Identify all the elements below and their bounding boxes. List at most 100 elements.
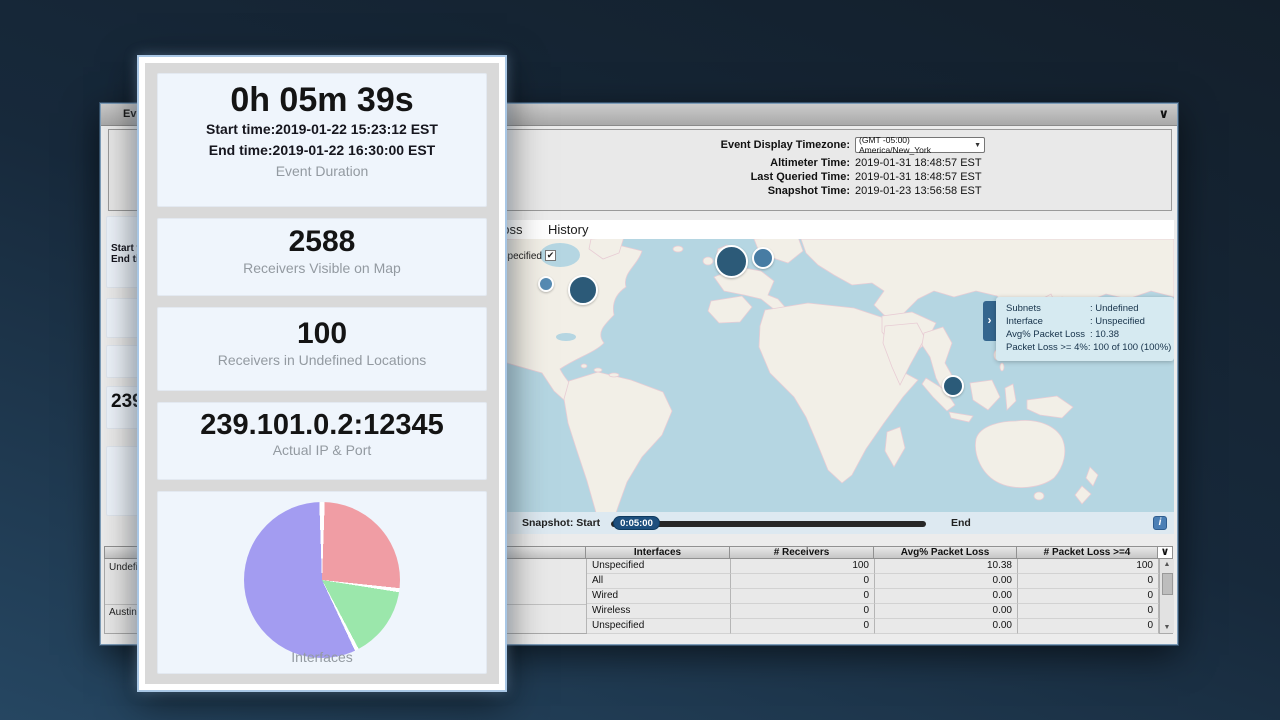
cell-pl4: 100 [1018, 559, 1159, 574]
header-receivers[interactable]: # Receivers [730, 546, 874, 559]
cell-avg-loss: 0.00 [875, 619, 1018, 634]
tooltip-row: Packet Loss >= 4% : 100 of 100 (100%) [1006, 342, 1171, 355]
cell-pl4: 0 [1018, 574, 1159, 589]
undefined-locations-card: 100 Receivers in Undefined Locations [157, 307, 487, 391]
scroll-up-icon[interactable]: ▲ [1163, 561, 1171, 568]
info-button[interactable]: i [1153, 516, 1167, 530]
caspian-sea [843, 290, 853, 304]
receiver-dot-singapore[interactable] [942, 375, 964, 397]
landmass-java [948, 411, 974, 423]
snapshot-slider-handle[interactable]: 0:05:00 [613, 516, 660, 530]
event-duration-caption: Event Duration [275, 162, 369, 179]
tooltip-avg-loss-value: : 10.38 [1090, 329, 1120, 340]
timezone-select[interactable]: (GMT -05:00) America/New_York ▼ [855, 135, 985, 155]
interfaces-caption: Interfaces [291, 649, 353, 665]
stats-panel-inner: 0h 05m 39s Start time:2019-01-22 15:23:1… [145, 63, 499, 684]
cell-interface: All [587, 574, 731, 589]
chevron-down-icon[interactable]: ∨ [1158, 106, 1169, 121]
tooltip-subnets-label: Subnets [1006, 303, 1041, 314]
landmass-borneo [969, 379, 1001, 411]
receiver-dot-us-east[interactable] [568, 275, 598, 305]
event-stats-panel: 0h 05m 39s Start time:2019-01-22 15:23:1… [137, 55, 507, 692]
snapshot-bar: Snapshot: Start 0:05:00 End i [456, 512, 1174, 534]
landmass-ireland [702, 256, 714, 266]
tooltip-row: Subnets : Undefined [1006, 303, 1168, 316]
subnet-group-austin: Austin [109, 607, 137, 618]
dropdown-arrow-icon: ▼ [974, 141, 981, 149]
snapshot-time-value: 2019-01-23 13:56:58 EST [855, 184, 982, 197]
snapshot-start-label: Snapshot: Start [522, 517, 601, 529]
hudson-bay [540, 243, 580, 267]
unspecified-checkbox[interactable]: ✔ [545, 250, 556, 261]
table-row[interactable]: Wired 0 0.00 0 [587, 589, 1159, 604]
header-avg-packet-loss[interactable]: Avg% Packet Loss [874, 546, 1017, 559]
table-row[interactable]: Unspecified 100 10.38 100 [587, 559, 1159, 574]
cell-interface: Wired [587, 589, 731, 604]
landmass-sulawesi [1004, 383, 1017, 411]
actual-ip-value: 239.101.0.2:12345 [200, 409, 444, 441]
cell-avg-loss: 10.38 [875, 559, 1018, 574]
snapshot-slider-track[interactable] [611, 521, 926, 527]
cell-avg-loss: 0.00 [875, 589, 1018, 604]
tab-bar: Loss History [456, 220, 1174, 239]
subnet-group-undefined: Undefined [109, 562, 155, 573]
cell-pl4: 0 [1018, 589, 1159, 604]
chevron-right-icon: › [987, 313, 992, 327]
landmass-iberia [707, 295, 753, 324]
altimeter-time-value: 2019-01-31 18:48:57 EST [855, 156, 982, 169]
window-title: Ev [123, 108, 137, 120]
scroll-down-icon[interactable]: ▼ [1163, 624, 1171, 631]
scrollbar-thumb[interactable] [1162, 573, 1173, 595]
cell-avg-loss: 0.00 [875, 604, 1018, 619]
world-map[interactable]: Unspecified ✔ › Subnets : Undefined Inte… [456, 239, 1174, 534]
receivers-visible-card: 2588 Receivers Visible on Map [157, 218, 487, 296]
undefined-locations-value: 100 [296, 317, 348, 350]
header-packet-loss-ge4[interactable]: # Packet Loss >=4 [1017, 546, 1158, 559]
actual-ip-caption: Actual IP & Port [272, 442, 372, 459]
timezone-selected-value: (GMT -05:00) America/New_York [859, 135, 931, 155]
landmass-iceland [672, 245, 684, 253]
table-row[interactable]: Wireless 0 0.00 0 [587, 604, 1159, 619]
map-svg [456, 239, 1174, 534]
table-row[interactable]: Unspecified 0 0.00 0 [587, 619, 1159, 634]
last-queried-time-label: Last Queried Time: [750, 170, 850, 183]
interfaces-pie-card: Interfaces [157, 491, 487, 674]
table-scrollbar[interactable]: ▲ ▼ [1159, 559, 1174, 633]
interfaces-pie-chart [244, 502, 400, 658]
cell-avg-loss: 0.00 [875, 574, 1018, 589]
cell-receivers: 0 [731, 604, 875, 619]
landmass-greenland [588, 239, 624, 260]
black-sea [821, 287, 837, 295]
receivers-visible-value: 2588 [288, 225, 356, 258]
cell-pl4: 0 [1018, 604, 1159, 619]
tab-history[interactable]: History [548, 222, 589, 237]
cell-interface: Unspecified [587, 559, 731, 574]
snapshot-time-label: Snapshot Time: [767, 184, 850, 197]
tooltip-subnets-value: : Undefined [1090, 303, 1139, 314]
cell-receivers: 0 [731, 574, 875, 589]
tooltip-row: Avg% Packet Loss : 10.38 [1006, 329, 1168, 342]
landmass-asia [800, 239, 1174, 328]
receiver-dot-uk[interactable] [715, 245, 748, 278]
tooltip-interface-label: Interface [1006, 316, 1043, 327]
receiver-dot-us-central[interactable] [538, 276, 554, 292]
tooltip-avg-loss-label: Avg% Packet Loss [1006, 329, 1086, 340]
event-duration-card: 0h 05m 39s Start time:2019-01-22 15:23:1… [157, 73, 487, 207]
landmass-new-guinea [1026, 395, 1074, 419]
actual-ip-card: 239.101.0.2:12345 Actual IP & Port [157, 402, 487, 480]
altimeter-time-row: Altimeter Time: 2019-01-31 18:48:57 EST [539, 156, 1099, 169]
tooltip-collapse-tab[interactable]: › [983, 301, 996, 341]
table-row[interactable]: All 0 0.00 0 [587, 574, 1159, 589]
altimeter-time-label: Altimeter Time: [770, 156, 850, 169]
event-duration-value: 0h 05m 39s [230, 81, 414, 119]
timezone-label: Event Display Timezone: [720, 139, 850, 151]
event-end-time: End time:2019-01-22 16:30:00 EST [208, 141, 436, 158]
snapshot-end-label: End [951, 517, 971, 529]
landmass-madagascar [884, 426, 906, 468]
table-collapse-icon[interactable]: ∨ [1158, 546, 1173, 559]
header-interfaces[interactable]: Interfaces [586, 546, 730, 559]
event-start-time: Start time:2019-01-22 15:23:12 EST [206, 120, 438, 137]
receiver-dot-germany[interactable] [752, 247, 774, 269]
great-lakes [556, 333, 576, 341]
unspecified-checkbox-label: Unspecified [489, 251, 542, 262]
